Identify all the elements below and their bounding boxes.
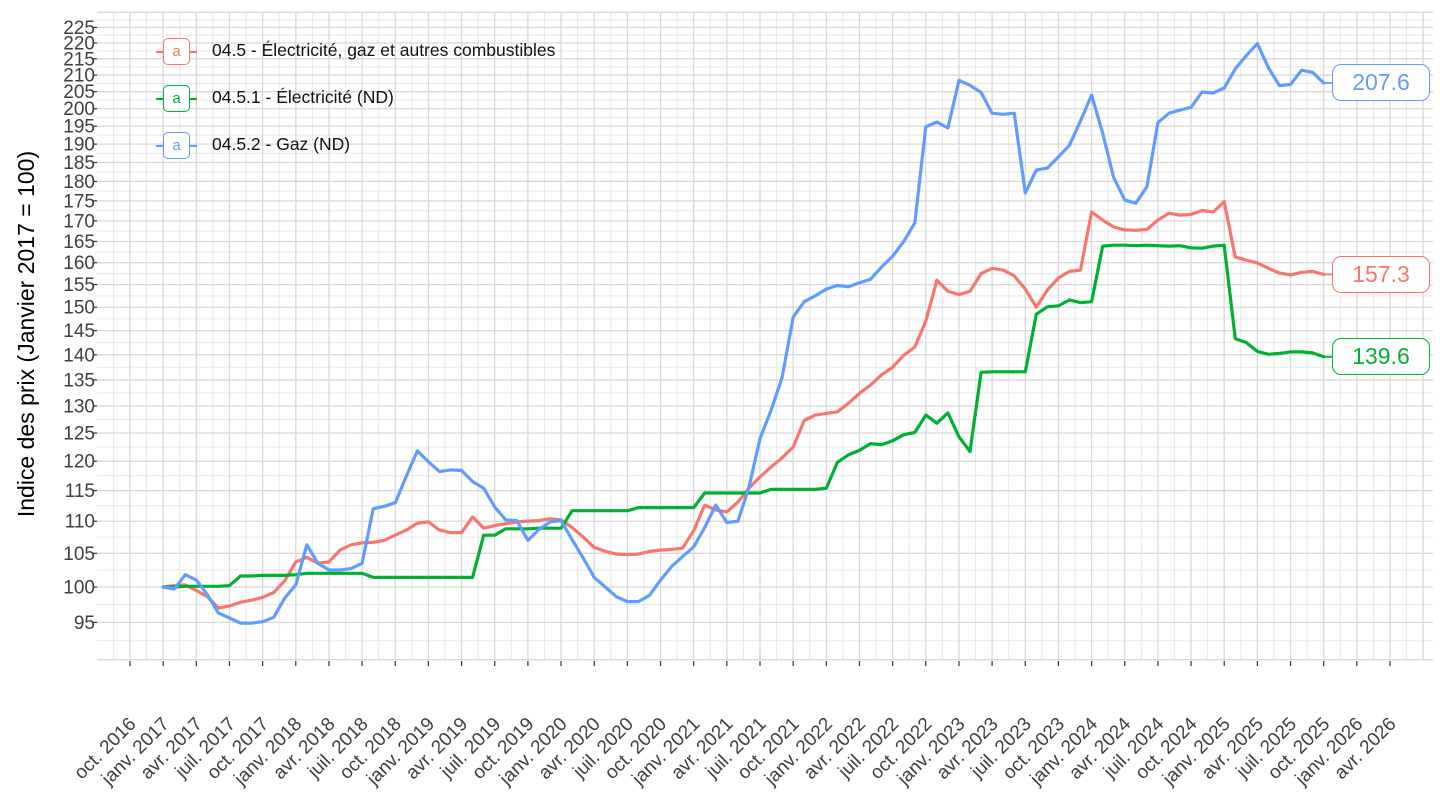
legend-key-letter: a	[172, 90, 181, 107]
series-line-0451	[161, 243, 1333, 589]
legend-key-letter: a	[172, 137, 181, 154]
legend-key-box: a	[163, 85, 190, 112]
svg-text:195: 195	[63, 117, 95, 138]
svg-text:160: 160	[63, 253, 95, 274]
y-tick-labels: 9510010511011512012513013514014515015516…	[63, 18, 95, 634]
legend-line-stub	[190, 50, 197, 53]
legend-key-box: a	[163, 132, 190, 159]
legend-key-icon: a	[156, 85, 197, 112]
svg-text:165: 165	[63, 232, 95, 253]
end-label-electricite: 139.6	[1332, 338, 1430, 375]
axis-ticks	[93, 26, 1391, 666]
svg-text:145: 145	[63, 321, 95, 342]
svg-text:110: 110	[65, 512, 95, 533]
svg-text:180: 180	[63, 172, 95, 193]
svg-text:225: 225	[63, 18, 95, 39]
svg-text:100: 100	[63, 578, 95, 599]
legend-item-0452: a 04.5.2 - Gaz (ND)	[156, 132, 350, 159]
svg-text:200: 200	[63, 99, 95, 120]
svg-text:150: 150	[63, 298, 95, 319]
svg-text:175: 175	[63, 191, 95, 212]
legend-line-stub	[190, 144, 197, 147]
svg-text:130: 130	[63, 396, 95, 417]
svg-text:95: 95	[74, 613, 95, 634]
svg-text:205: 205	[63, 82, 95, 103]
svg-text:185: 185	[63, 153, 95, 174]
legend-key-box: a	[163, 38, 190, 65]
svg-text:135: 135	[63, 370, 95, 391]
end-label-total: 157.3	[1332, 256, 1430, 293]
series-line-0452	[161, 41, 1333, 625]
grid-major	[97, 11, 1433, 661]
legend-key-letter: a	[172, 43, 181, 60]
legend-line-stub	[156, 97, 163, 100]
legend-line-stub	[156, 50, 163, 53]
legend-label: 04.5 - Électricité, gaz et autres combus…	[212, 40, 556, 60]
svg-text:115: 115	[65, 481, 95, 502]
legend-key-icon: a	[156, 132, 197, 159]
y-axis-title: Indice des prix (Janvier 2017 = 100)	[13, 150, 39, 518]
legend-key-icon: a	[156, 38, 197, 65]
legend-line-stub	[156, 144, 163, 147]
svg-text:120: 120	[63, 452, 95, 473]
svg-text:210: 210	[63, 66, 95, 87]
end-label-gaz: 207.6	[1332, 64, 1430, 101]
svg-text:220: 220	[63, 33, 95, 54]
series-line-045	[161, 200, 1333, 610]
grid-minor	[97, 12, 1433, 660]
svg-text:190: 190	[63, 135, 95, 156]
svg-text:105: 105	[63, 544, 95, 565]
svg-text:215: 215	[63, 49, 95, 70]
legend-line-stub	[190, 97, 197, 100]
legend-label: 04.5.1 - Électricité (ND)	[212, 87, 394, 107]
svg-text:170: 170	[63, 211, 95, 232]
svg-text:155: 155	[63, 275, 95, 296]
legend-label: 04.5.2 - Gaz (ND)	[212, 134, 351, 154]
svg-text:140: 140	[63, 345, 95, 366]
legend-item-045: a 04.5 - Électricité, gaz et autres comb…	[156, 38, 555, 65]
svg-text:125: 125	[63, 424, 95, 445]
legend-item-0451: a 04.5.1 - Électricité (ND)	[156, 85, 394, 112]
